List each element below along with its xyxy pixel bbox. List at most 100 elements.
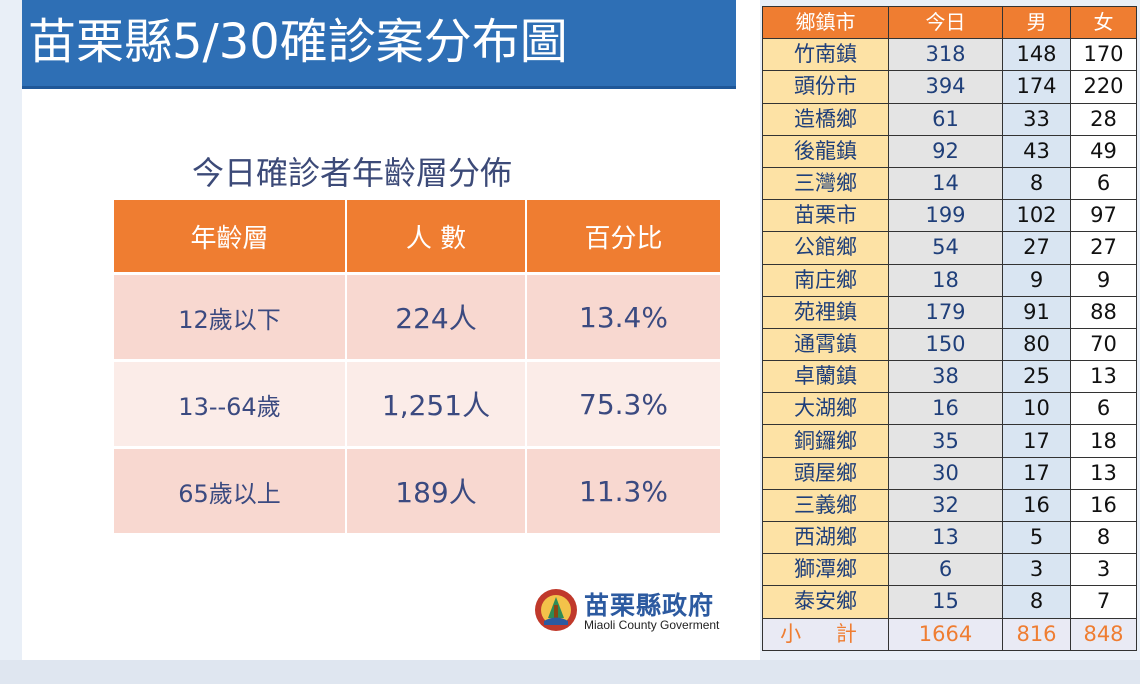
table-row: 頭份市 394 174 220 bbox=[762, 70, 1137, 104]
column-header-count: 人 數 bbox=[346, 200, 527, 275]
county-emblem-icon bbox=[535, 589, 577, 631]
male-count-cell: 17 bbox=[1002, 424, 1071, 458]
male-count-cell: 27 bbox=[1002, 231, 1071, 265]
today-count-cell: 14 bbox=[888, 166, 1003, 201]
female-count-cell: 8 bbox=[1070, 520, 1137, 555]
female-count-cell: 220 bbox=[1070, 70, 1137, 104]
table-row: 西湖鄉 13 5 8 bbox=[762, 520, 1137, 555]
male-count-cell: 8 bbox=[1002, 166, 1071, 201]
female-count-cell: 49 bbox=[1070, 134, 1137, 168]
female-count-cell: 13 bbox=[1070, 360, 1137, 394]
township-cell: 銅鑼鄉 bbox=[762, 424, 889, 458]
male-count-cell: 102 bbox=[1002, 199, 1071, 233]
table-row: 公館鄉 54 27 27 bbox=[762, 231, 1137, 265]
today-count-cell: 35 bbox=[888, 424, 1003, 458]
today-count-cell: 38 bbox=[888, 360, 1003, 394]
age-distribution-heading: 今日確診者年齡層分佈 bbox=[192, 154, 513, 192]
column-header-female: 女 bbox=[1070, 5, 1137, 40]
female-count-cell: 97 bbox=[1070, 199, 1137, 233]
table-row: 13--64歲 1,251人 75.3% bbox=[114, 360, 720, 449]
female-count-cell: 9 bbox=[1070, 263, 1137, 297]
age-distribution-table: 年齡層 人 數 百分比 12歲以下 224人 13.4% 13--64歲 1,2… bbox=[114, 200, 720, 536]
total-today-cell: 1664 bbox=[888, 617, 1003, 651]
male-count-cell: 80 bbox=[1002, 327, 1071, 362]
male-count-cell: 9 bbox=[1002, 263, 1071, 297]
percent-cell: 13.4% bbox=[526, 273, 720, 362]
township-cell: 苑裡鎮 bbox=[762, 295, 889, 329]
township-cell: 獅潭鄉 bbox=[762, 553, 889, 587]
percent-cell: 11.3% bbox=[526, 447, 720, 536]
today-count-cell: 6 bbox=[888, 553, 1003, 587]
total-row: 小 計 1664 816 848 bbox=[762, 617, 1137, 651]
township-cell: 苗栗市 bbox=[762, 199, 889, 233]
today-count-cell: 61 bbox=[888, 102, 1003, 136]
township-cell: 卓蘭鎮 bbox=[762, 360, 889, 394]
today-count-cell: 199 bbox=[888, 199, 1003, 233]
today-count-cell: 92 bbox=[888, 134, 1003, 168]
table-row: 銅鑼鄉 35 17 18 bbox=[762, 424, 1137, 458]
bottom-band bbox=[0, 660, 1140, 684]
female-count-cell: 6 bbox=[1070, 392, 1137, 426]
female-count-cell: 13 bbox=[1070, 456, 1137, 490]
today-count-cell: 54 bbox=[888, 231, 1003, 265]
male-count-cell: 10 bbox=[1002, 392, 1071, 426]
male-count-cell: 5 bbox=[1002, 520, 1071, 555]
female-count-cell: 170 bbox=[1070, 38, 1137, 72]
government-name-english: Miaoli County Goverment bbox=[584, 618, 720, 632]
today-count-cell: 318 bbox=[888, 38, 1003, 72]
female-count-cell: 6 bbox=[1070, 166, 1137, 201]
town-table-body: 竹南鎮 318 148 170 頭份市 394 174 220 造橋鄉 61 33 28 後龍鎮 92 43… bbox=[762, 38, 1137, 651]
count-cell: 1,251人 bbox=[346, 360, 527, 449]
slide-canvas: 苗栗縣5/30確診案分布圖 今日確診者年齡層分佈 年齡層 人 數 百分比 12歲… bbox=[22, 0, 760, 660]
column-header-age-group: 年齡層 bbox=[114, 200, 347, 275]
count-cell: 224人 bbox=[346, 273, 527, 362]
title-bar: 苗栗縣5/30確診案分布圖 bbox=[22, 0, 736, 89]
age-group-cell: 13--64歲 bbox=[114, 360, 347, 449]
township-cell: 三義鄉 bbox=[762, 488, 889, 523]
table-row: 12歲以下 224人 13.4% bbox=[114, 273, 720, 362]
today-count-cell: 179 bbox=[888, 295, 1003, 329]
male-count-cell: 33 bbox=[1002, 102, 1071, 136]
township-cases-table: 鄉鎮市 今日 男 女 竹南鎮 318 148 170 頭份市 394 174 220 造橋鄉 61… bbox=[762, 5, 1137, 651]
female-count-cell: 28 bbox=[1070, 102, 1137, 136]
township-cell: 後龍鎮 bbox=[762, 134, 889, 168]
county-government-logo: 苗栗縣政府 Miaoli County Goverment bbox=[534, 586, 734, 634]
female-count-cell: 88 bbox=[1070, 295, 1137, 329]
table-row: 竹南鎮 318 148 170 bbox=[762, 38, 1137, 72]
female-count-cell: 3 bbox=[1070, 553, 1137, 587]
column-header-township: 鄉鎮市 bbox=[762, 5, 889, 40]
township-cell: 三灣鄉 bbox=[762, 166, 889, 201]
today-count-cell: 32 bbox=[888, 488, 1003, 523]
age-group-cell: 65歲以上 bbox=[114, 447, 347, 536]
table-row: 苑裡鎮 179 91 88 bbox=[762, 295, 1137, 329]
table-row: 後龍鎮 92 43 49 bbox=[762, 134, 1137, 168]
column-header-male: 男 bbox=[1002, 5, 1071, 40]
column-header-today: 今日 bbox=[888, 5, 1003, 40]
table-row: 獅潭鄉 6 3 3 bbox=[762, 553, 1137, 587]
count-cell: 189人 bbox=[346, 447, 527, 536]
female-count-cell: 18 bbox=[1070, 424, 1137, 458]
table-row: 卓蘭鎮 38 25 13 bbox=[762, 360, 1137, 394]
table-row: 三灣鄉 14 8 6 bbox=[762, 166, 1137, 201]
male-count-cell: 91 bbox=[1002, 295, 1071, 329]
table-row: 泰安鄉 15 8 7 bbox=[762, 585, 1137, 619]
township-cell: 大湖鄉 bbox=[762, 392, 889, 426]
male-count-cell: 148 bbox=[1002, 38, 1071, 72]
today-count-cell: 18 bbox=[888, 263, 1003, 297]
male-count-cell: 174 bbox=[1002, 70, 1071, 104]
table-row: 通霄鎮 150 80 70 bbox=[762, 327, 1137, 362]
table-row: 造橋鄉 61 33 28 bbox=[762, 102, 1137, 136]
township-cell: 竹南鎮 bbox=[762, 38, 889, 72]
table-row: 南庄鄉 18 9 9 bbox=[762, 263, 1137, 297]
township-cell: 南庄鄉 bbox=[762, 263, 889, 297]
male-count-cell: 17 bbox=[1002, 456, 1071, 490]
today-count-cell: 30 bbox=[888, 456, 1003, 490]
today-count-cell: 15 bbox=[888, 585, 1003, 619]
percent-cell: 75.3% bbox=[526, 360, 720, 449]
town-table-header-row: 鄉鎮市 今日 男 女 bbox=[762, 5, 1137, 40]
table-row: 65歲以上 189人 11.3% bbox=[114, 447, 720, 536]
today-count-cell: 16 bbox=[888, 392, 1003, 426]
today-count-cell: 150 bbox=[888, 327, 1003, 362]
female-count-cell: 7 bbox=[1070, 585, 1137, 619]
